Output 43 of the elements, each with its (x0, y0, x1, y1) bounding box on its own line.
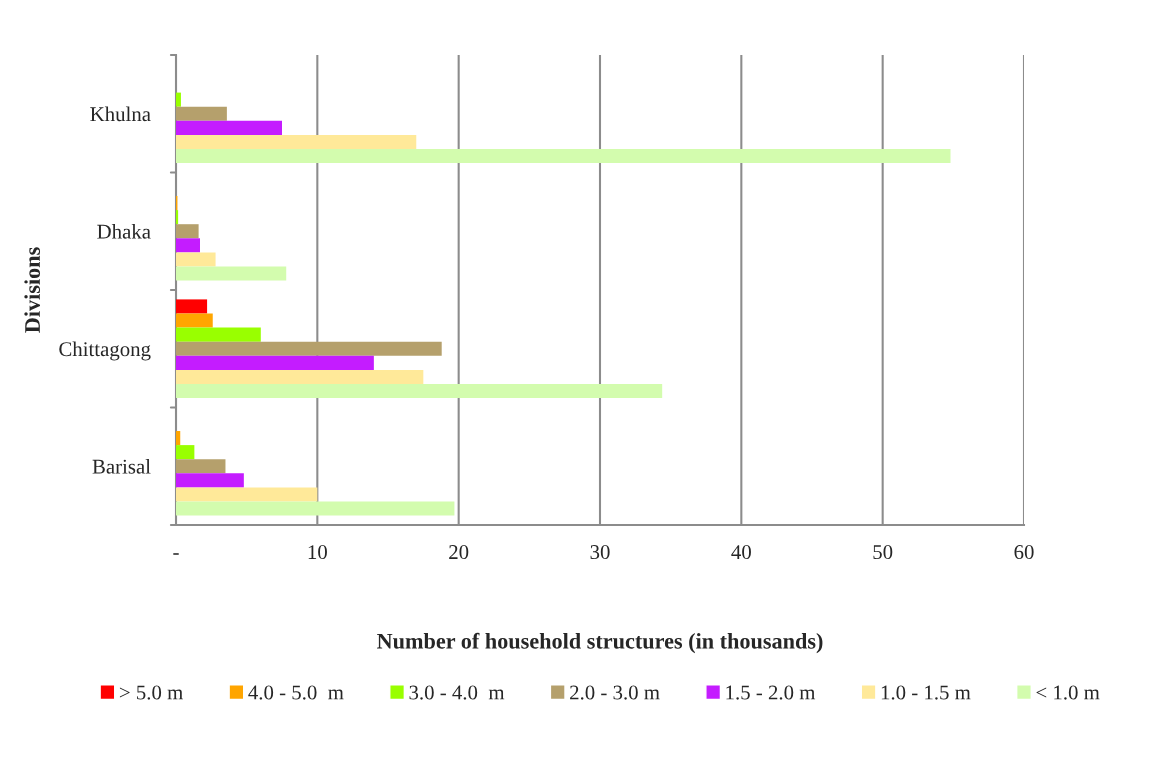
y-tick-label: Chittagong (59, 341, 151, 361)
bar (176, 120, 282, 135)
x-tick-label: 50 (873, 545, 893, 560)
y-axis-title: Divisions (24, 247, 41, 333)
bar (176, 134, 417, 149)
bar (176, 210, 179, 225)
y-tick-label: Dhaka (97, 224, 151, 239)
legend-label: > 5.0 m (119, 685, 183, 700)
y-tick-label: Barisal (92, 459, 151, 474)
bar (176, 238, 201, 253)
bar (176, 473, 244, 488)
bar (176, 445, 195, 460)
legend-label: < 1.0 m (1036, 685, 1100, 700)
bar (176, 384, 663, 399)
x-axis-title: Number of household structures (in thousands) (377, 632, 823, 654)
bar (176, 224, 199, 239)
bar (176, 299, 208, 314)
x-tick-label: 40 (731, 545, 751, 560)
bar (176, 369, 424, 384)
bar (176, 149, 951, 164)
bar (176, 252, 216, 267)
bar (176, 501, 455, 516)
x-tick-label: 60 (1014, 545, 1034, 560)
bar (176, 487, 318, 502)
x-tick-label: 20 (449, 545, 469, 560)
bar (176, 327, 261, 342)
legend-label: 1.5 - 2.0 m (726, 685, 816, 700)
bar (176, 266, 287, 281)
bar (176, 431, 181, 446)
legend-label: 3.0 - 4.0 m (409, 685, 505, 700)
bar (176, 355, 374, 370)
bar (176, 313, 213, 328)
x-tick-label: - (173, 553, 179, 555)
legend-label: 1.0 - 1.5 m (881, 685, 971, 700)
legend-label: 2.0 - 3.0 m (570, 685, 660, 700)
bar (176, 106, 227, 121)
bar (176, 341, 442, 356)
bar (176, 92, 181, 107)
bar (176, 459, 226, 474)
legend-label: 4.0 - 5.0 m (248, 685, 344, 700)
y-tick-label: Khulna (90, 106, 151, 122)
x-tick-label: 30 (590, 545, 610, 560)
x-tick-label: 10 (308, 545, 327, 560)
